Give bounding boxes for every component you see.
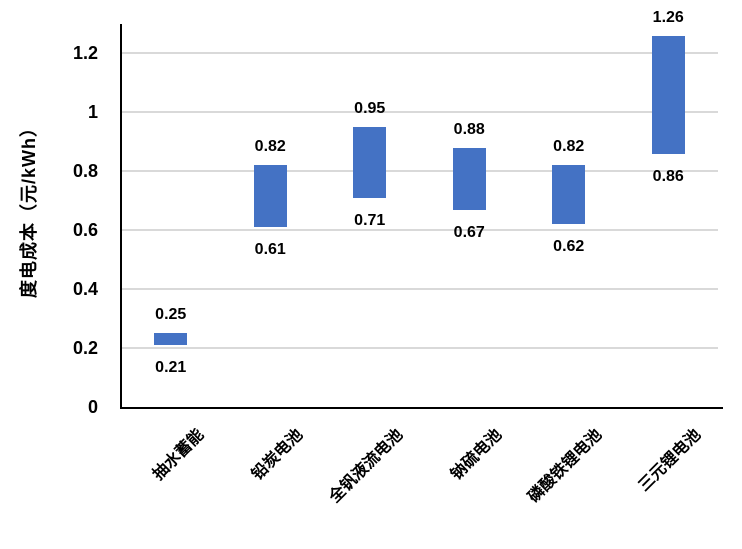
- y-gridline: [121, 52, 718, 55]
- y-tick-label: 1.2: [72, 43, 98, 64]
- y-tick-label: 1: [87, 102, 98, 123]
- range-bar: [253, 165, 287, 228]
- x-category-label: 钠硫电池: [448, 426, 506, 484]
- bar-max-label: 0.25: [155, 306, 187, 324]
- x-category-label: 三元锂电池: [635, 426, 705, 495]
- y-gridline: [121, 170, 718, 173]
- y-axis-line: [120, 24, 122, 409]
- range-bar: [651, 35, 685, 154]
- y-tick-label: 0: [87, 397, 98, 417]
- bar-min-label: 0.67: [453, 223, 485, 241]
- range-bar: [154, 333, 188, 346]
- range-bar: [452, 147, 486, 210]
- x-category-label: 铅炭电池: [249, 426, 307, 484]
- y-gridline: [121, 229, 718, 232]
- range-bar: [552, 165, 586, 225]
- bar-max-label: 0.82: [254, 138, 286, 156]
- bar-min-label: 0.62: [553, 238, 585, 256]
- y-tick-label: 0.8: [72, 161, 98, 182]
- range-bar: [353, 127, 387, 198]
- bar-max-label: 0.88: [453, 120, 485, 138]
- y-gridline: [121, 288, 718, 291]
- bar-max-label: 0.82: [553, 138, 585, 156]
- y-tick-label: 0.2: [72, 338, 98, 359]
- x-axis-line: [120, 407, 723, 409]
- x-category-label: 抽水蓄能: [149, 426, 208, 484]
- bar-max-label: 1.26: [652, 8, 684, 26]
- bar-min-label: 0.61: [254, 241, 286, 259]
- y-gridline: [121, 111, 718, 114]
- bar-min-label: 0.21: [155, 359, 187, 377]
- bar-max-label: 0.95: [354, 100, 386, 118]
- y-tick-label: 0.6: [72, 220, 98, 241]
- x-category-label: 全钒液流电池: [326, 426, 407, 507]
- y-gridline: [121, 347, 718, 350]
- y-tick-label: 0.4: [72, 279, 98, 300]
- bar-min-label: 0.71: [354, 211, 386, 229]
- bar-min-label: 0.86: [652, 167, 684, 185]
- x-category-label: 磷酸铁锂电池: [525, 426, 606, 507]
